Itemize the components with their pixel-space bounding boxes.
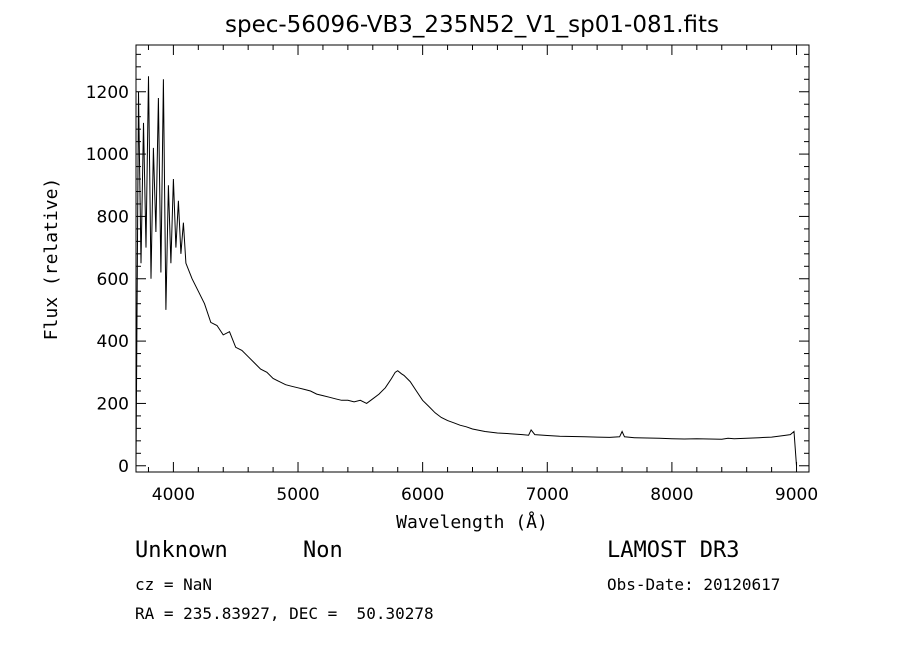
y-tick-label: 1000 xyxy=(86,145,129,165)
survey-label: LAMOST DR3 xyxy=(607,538,739,563)
spectrum-line xyxy=(136,76,797,466)
obs-date: Obs-Date: 20120617 xyxy=(607,575,780,594)
x-tick-label: 6000 xyxy=(401,485,444,505)
y-tick-label: 200 xyxy=(97,394,129,414)
plot-frame xyxy=(136,45,809,472)
x-tick-label: 7000 xyxy=(526,485,569,505)
x-axis-label: Wavelength (Å) xyxy=(396,511,548,533)
y-tick-label: 600 xyxy=(97,270,129,290)
y-tick-label: 1200 xyxy=(86,83,129,103)
tick-labels: 4000 5000 6000 7000 8000 9000 0 200 400 600 800 100… xyxy=(86,83,818,505)
axis-ticks xyxy=(136,45,809,472)
object-class: Unknown xyxy=(135,538,228,563)
y-tick-label: 800 xyxy=(97,207,129,227)
y-tick-label: 0 xyxy=(118,457,129,477)
x-tick-label: 9000 xyxy=(775,485,818,505)
x-tick-label: 5000 xyxy=(276,485,319,505)
chart-title: spec-56096-VB3_235N52_V1_sp01-081.fits xyxy=(225,12,719,38)
object-subclass: Non xyxy=(303,538,343,563)
x-tick-label: 8000 xyxy=(650,485,693,505)
coordinates: RA = 235.83927, DEC = 50.30278 xyxy=(135,604,434,623)
y-axis-label: Flux (relative) xyxy=(41,178,62,341)
x-tick-label: 4000 xyxy=(152,485,195,505)
y-tick-label: 400 xyxy=(97,332,129,352)
cz-value: cz = NaN xyxy=(135,575,212,594)
